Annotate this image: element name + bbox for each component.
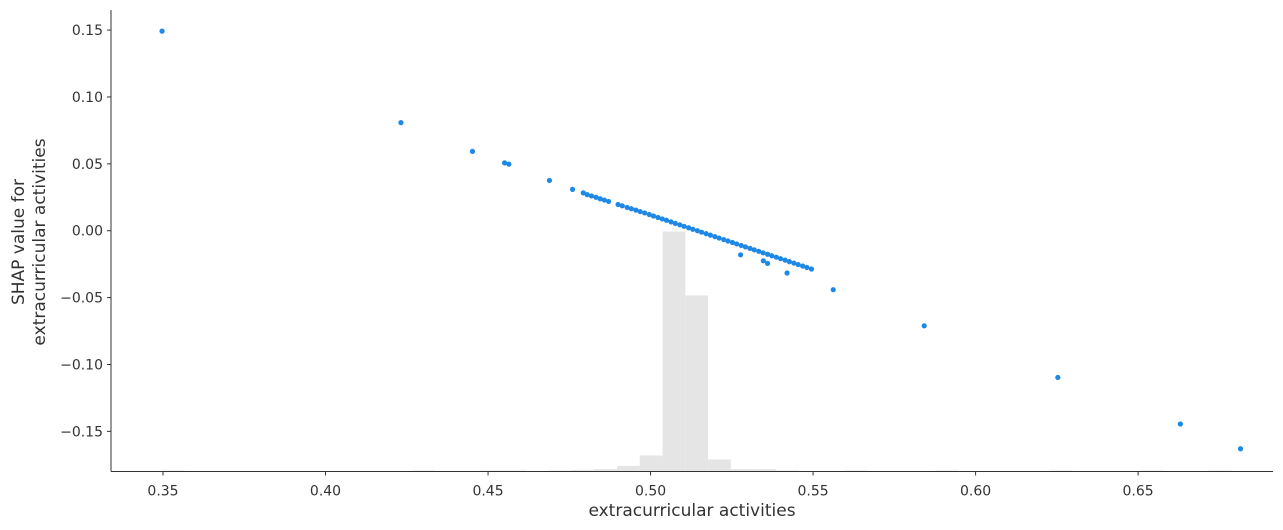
data-point xyxy=(784,270,790,276)
data-point xyxy=(685,225,692,231)
data-point xyxy=(738,242,744,249)
x-tick-label: 0.55 xyxy=(797,484,828,500)
data-point xyxy=(760,258,766,264)
scatter-points xyxy=(159,28,1244,452)
x-tick-label: 0.40 xyxy=(310,484,341,500)
y-tick-label: −0.15 xyxy=(60,424,103,440)
data-point xyxy=(633,207,639,213)
data-point xyxy=(769,253,775,259)
histogram-bar xyxy=(571,469,595,472)
data-point xyxy=(398,120,404,126)
data-point xyxy=(502,160,508,166)
y-axis-label-line1: SHAP value for xyxy=(9,179,29,305)
data-point xyxy=(721,236,727,243)
data-point xyxy=(764,260,771,266)
data-point xyxy=(725,238,731,244)
y-tick-label: 0.05 xyxy=(72,157,103,173)
data-point xyxy=(729,239,736,246)
data-point xyxy=(773,254,779,260)
x-axis-label: extracurricular activities xyxy=(588,501,795,521)
histogram-bar xyxy=(594,469,618,472)
histogram-bar xyxy=(685,295,709,472)
x-tick-label: 0.60 xyxy=(960,484,991,500)
data-point xyxy=(506,161,512,167)
histogram xyxy=(162,231,1232,472)
y-axis-label-line2: extracurricular activities xyxy=(30,138,50,345)
data-point xyxy=(760,250,766,256)
data-point xyxy=(716,235,722,241)
data-point xyxy=(791,260,797,266)
data-point xyxy=(921,323,927,329)
data-point xyxy=(734,241,740,247)
data-point xyxy=(712,234,718,240)
data-point xyxy=(650,213,657,219)
data-point xyxy=(756,248,762,254)
histogram-bar xyxy=(662,231,686,472)
data-point xyxy=(580,190,586,196)
x-tick-label: 0.50 xyxy=(635,484,666,500)
data-point xyxy=(786,259,792,265)
data-point xyxy=(795,261,801,268)
data-point xyxy=(681,223,687,229)
data-point xyxy=(628,206,634,212)
data-point xyxy=(737,252,744,258)
data-point xyxy=(672,220,678,226)
data-point xyxy=(663,217,670,223)
histogram-bar xyxy=(617,465,640,472)
x-tick-label: 0.35 xyxy=(147,484,178,500)
histogram-bar xyxy=(753,469,777,472)
data-point xyxy=(777,256,784,262)
histogram-bar xyxy=(639,455,663,472)
data-point xyxy=(703,231,709,237)
data-point xyxy=(1055,374,1061,381)
data-point xyxy=(469,148,476,154)
data-point xyxy=(659,216,665,222)
y-tick-label: 0.10 xyxy=(72,90,103,106)
data-point xyxy=(546,177,553,184)
data-point xyxy=(707,232,713,238)
data-point xyxy=(808,266,815,272)
data-point xyxy=(747,245,753,251)
y-axis-ticks: 0.15 0.10 0.05 0.00 −0.05 −0.10 −0.15 xyxy=(60,23,111,440)
x-tick-label: 0.65 xyxy=(1123,484,1154,500)
data-point xyxy=(690,226,696,232)
data-point xyxy=(593,194,599,200)
data-point xyxy=(637,208,643,215)
data-point xyxy=(601,197,608,203)
data-point xyxy=(800,263,806,269)
y-tick-label: 0.00 xyxy=(72,224,103,240)
data-point xyxy=(619,203,625,209)
data-point xyxy=(646,211,652,218)
data-point xyxy=(588,193,595,199)
data-point xyxy=(615,201,621,208)
data-point xyxy=(742,244,749,250)
histogram-bar xyxy=(708,459,731,472)
data-point xyxy=(159,28,165,34)
histogram-bar xyxy=(730,469,754,472)
y-tick-label: −0.10 xyxy=(60,357,103,373)
data-point xyxy=(569,186,576,192)
data-point xyxy=(624,204,630,211)
x-tick-label: 0.45 xyxy=(472,484,503,500)
data-point xyxy=(597,196,603,202)
data-point xyxy=(698,229,705,235)
data-point xyxy=(764,251,771,257)
data-point xyxy=(782,257,788,263)
data-point xyxy=(584,192,590,198)
data-point xyxy=(677,222,683,228)
data-point xyxy=(830,287,836,293)
data-point xyxy=(1237,446,1244,452)
data-point xyxy=(642,210,648,216)
y-tick-label: 0.15 xyxy=(72,23,103,39)
data-point xyxy=(804,264,810,271)
data-point xyxy=(668,219,674,225)
x-axis-ticks: 0.35 0.40 0.45 0.50 0.55 0.60 0.65 xyxy=(147,471,1154,500)
data-point xyxy=(606,198,612,205)
data-point xyxy=(694,228,700,234)
y-tick-label: −0.05 xyxy=(60,291,103,307)
data-point xyxy=(751,247,757,253)
data-point xyxy=(1177,421,1183,427)
data-point xyxy=(655,214,661,221)
